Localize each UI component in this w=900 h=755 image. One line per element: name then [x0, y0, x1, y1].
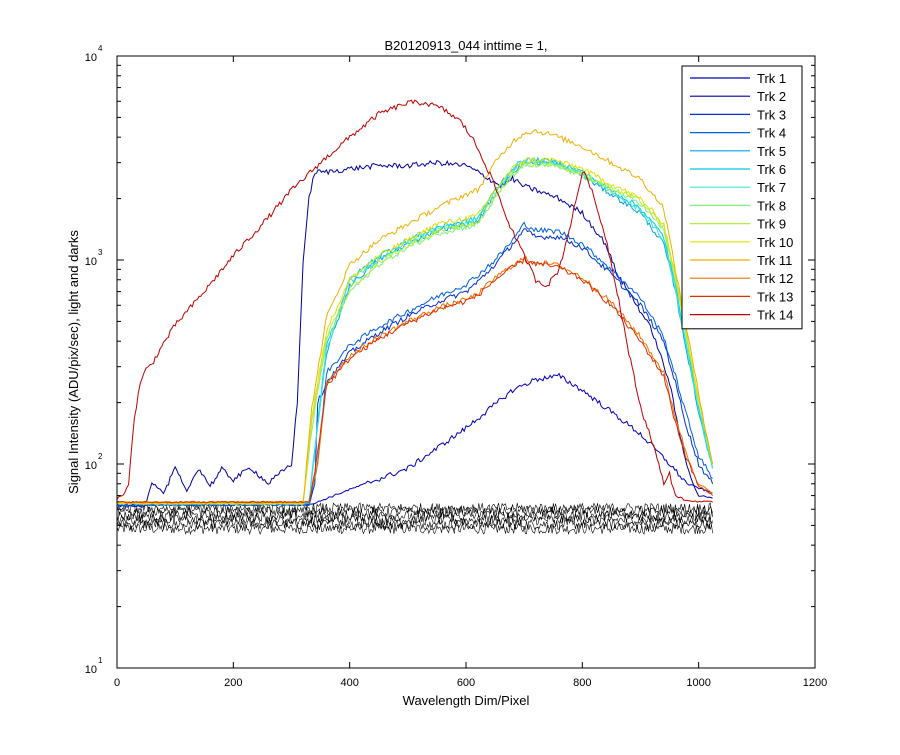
dark-frame-trace — [116, 522, 713, 536]
series-line-9 — [116, 160, 714, 506]
x-tick-label: 1200 — [803, 677, 827, 689]
series-line-2 — [116, 159, 713, 508]
x-tick-label: 400 — [340, 677, 358, 689]
y-tick-label: 10 — [85, 664, 97, 676]
y-tick-label: 10 — [85, 52, 97, 64]
legend-label: Trk 7 — [757, 180, 786, 195]
legend: Trk 1 Trk 2 Trk 3 Trk 4 Trk 5 Trk 6 Trk 7 Trk 8… — [681, 65, 803, 330]
series-line-14 — [116, 99, 713, 503]
series-line-3 — [116, 228, 714, 507]
y-tick-exponent: 4 — [98, 44, 103, 53]
x-tick-label: 600 — [457, 677, 475, 689]
series-line-4 — [116, 221, 713, 507]
y-tick-exponent: 1 — [98, 656, 103, 665]
x-axis-label: Wavelength Dim/Pixel — [403, 693, 530, 708]
legend-box — [681, 65, 803, 330]
legend-label: Trk 1 — [757, 71, 786, 86]
legend-label: Trk 2 — [757, 89, 786, 104]
x-axis: 0 200 400 600 800 1000 1200 — [114, 56, 827, 689]
legend-label: Trk 13 — [757, 289, 793, 304]
legend-label: Trk 10 — [757, 235, 793, 250]
y-tick-exponent: 2 — [98, 452, 103, 461]
x-tick-label: 200 — [224, 677, 242, 689]
dark-frame-trace — [116, 502, 713, 515]
y-tick-exponent: 3 — [98, 248, 103, 257]
legend-label: Trk 6 — [757, 162, 786, 177]
legend-label: Trk 11 — [757, 253, 792, 268]
legend-label: Trk 4 — [757, 126, 786, 141]
legend-label: Trk 9 — [757, 217, 786, 232]
legend-label: Trk 5 — [757, 144, 786, 159]
y-tick-label: 10 — [85, 460, 97, 472]
x-tick-label: 800 — [573, 677, 591, 689]
series-layer — [116, 99, 714, 508]
dark-frames-layer — [116, 502, 713, 536]
y-tick-label: 10 — [85, 256, 97, 268]
x-tick-label: 0 — [114, 677, 120, 689]
legend-label: Trk 8 — [757, 198, 786, 213]
x-tick-label: 1000 — [686, 677, 710, 689]
legend-label: Trk 12 — [757, 271, 793, 286]
legend-label: Trk 3 — [757, 107, 786, 122]
legend-label: Trk 14 — [757, 308, 793, 323]
y-axis-label: Signal Intensity (ADU/pix/sec), light an… — [66, 230, 81, 494]
chart-title: B20120913_044 inttime = 1, — [385, 38, 548, 53]
series-line-10 — [116, 157, 714, 505]
series-line-13 — [116, 256, 713, 504]
